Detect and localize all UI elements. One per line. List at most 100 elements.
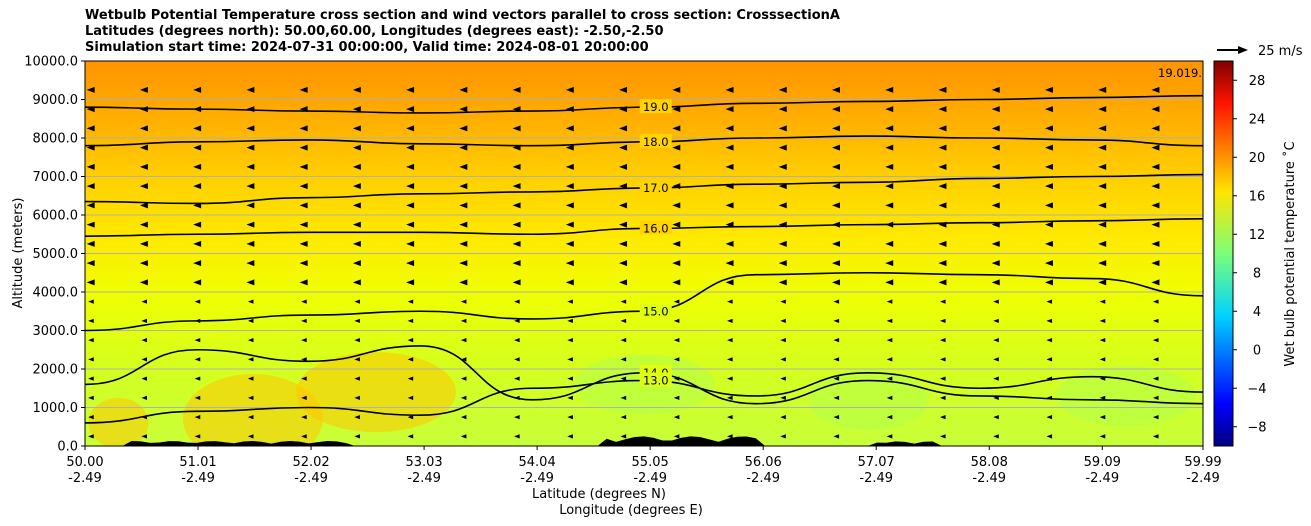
contour-label-bg — [639, 372, 672, 387]
wind-vector — [86, 163, 95, 170]
wind-vector — [1151, 163, 1160, 170]
wind-vector — [886, 434, 893, 439]
x-tick-label-lat: 53.03 — [405, 455, 442, 470]
wind-vector — [727, 357, 733, 362]
wind-vector — [86, 144, 95, 151]
wind-vector — [1151, 202, 1160, 209]
wind-vector — [565, 106, 574, 113]
wind-vector — [460, 299, 467, 304]
wind-vector — [194, 357, 201, 362]
wind-vector — [299, 183, 308, 190]
colorbar-tick-label: 28 — [1249, 74, 1266, 89]
wind-vector — [831, 106, 840, 113]
wind-vector — [780, 415, 786, 420]
wind-vector — [938, 221, 947, 228]
wind-vector — [354, 299, 360, 304]
wind-vector — [727, 434, 733, 439]
wind-vector — [459, 106, 468, 113]
x-tick-label-lon: -2.49 — [68, 471, 102, 486]
wind-vector — [1099, 338, 1106, 343]
wind-vector — [727, 318, 733, 323]
colorbar-tick-label: 0 — [1253, 343, 1261, 358]
x-tick-label-lat: 59.99 — [1184, 455, 1221, 470]
wind-vector — [247, 338, 254, 343]
wind-vector — [352, 279, 361, 286]
wind-vector — [727, 338, 733, 343]
wind-vector — [565, 183, 574, 190]
x-tick-label-lon: -2.49 — [859, 471, 893, 486]
wind-vector — [991, 86, 1000, 93]
wind-vector — [725, 86, 734, 93]
wind-vector — [673, 395, 680, 400]
wind-vector — [139, 260, 148, 267]
wind-vector — [885, 163, 894, 170]
wind-vector — [1098, 106, 1107, 113]
wind-vector — [194, 376, 201, 381]
wind-vector — [1046, 434, 1053, 439]
wind-vector — [1099, 318, 1106, 323]
wind-vector — [620, 395, 627, 400]
wind-vector — [407, 395, 414, 400]
wind-vector — [673, 318, 680, 323]
wind-vector — [299, 144, 308, 151]
wind-vector — [141, 299, 147, 304]
wind-vector — [725, 106, 734, 113]
wind-vector — [514, 376, 520, 381]
wind-vector — [885, 240, 894, 247]
wind-vector — [407, 299, 414, 304]
wind-vector — [833, 434, 840, 439]
wind-vector — [991, 202, 1000, 209]
wind-vector — [620, 376, 627, 381]
plot-area: 19.018.017.016.015.014.013.0 — [85, 61, 1203, 446]
wind-vector — [352, 260, 361, 267]
colorbar-tick-label: −8 — [1247, 420, 1266, 435]
wind-vector — [514, 338, 520, 343]
wind-vector — [514, 395, 520, 400]
wind-vector — [833, 415, 840, 420]
wind-vector — [991, 106, 1000, 113]
wind-vector — [193, 221, 202, 228]
wind-vector — [193, 86, 202, 93]
x-tick-label-lat: 54.04 — [519, 455, 556, 470]
wind-vector — [407, 318, 414, 323]
wind-vector — [193, 260, 202, 267]
wind-vector — [885, 221, 894, 228]
x-tick-label-lat: 57.07 — [858, 455, 895, 470]
wind-vector — [139, 202, 148, 209]
wind-vector — [193, 144, 202, 151]
wind-vector — [460, 395, 467, 400]
x-tick-label-lat: 59.09 — [1084, 455, 1121, 470]
wind-vector — [993, 318, 999, 323]
wind-vector — [88, 395, 94, 400]
wind-vector — [247, 434, 254, 439]
colorbar-gradient — [1213, 60, 1234, 447]
wind-vector — [619, 279, 628, 286]
wind-vector — [725, 125, 734, 132]
wind-vector — [139, 163, 148, 170]
wind-vector — [567, 395, 573, 400]
wind-vector — [565, 202, 574, 209]
wind-vector — [725, 279, 734, 286]
wind-vector — [993, 376, 999, 381]
wind-vector — [780, 376, 786, 381]
wind-vector — [673, 376, 680, 381]
x-tick-label-lat: 56.06 — [745, 455, 782, 470]
quiver-key-label: 25 m/s — [1258, 44, 1303, 59]
wind-vector — [88, 299, 94, 304]
colorbar-tick-label: 20 — [1249, 151, 1266, 166]
cool-region-1 — [808, 369, 929, 430]
wind-vector — [780, 338, 786, 343]
wind-vector — [672, 260, 681, 267]
contour-label: 13.0 — [643, 374, 669, 388]
wind-vector — [1046, 395, 1053, 400]
wind-vector — [567, 338, 573, 343]
wind-vector — [512, 279, 521, 286]
colorbar-tick-label: 24 — [1249, 112, 1266, 127]
wind-vector — [512, 202, 521, 209]
wind-vector — [141, 338, 147, 343]
wind-vector — [141, 357, 147, 362]
wind-vector — [407, 376, 414, 381]
wind-vector — [831, 260, 840, 267]
wind-vector — [886, 299, 893, 304]
